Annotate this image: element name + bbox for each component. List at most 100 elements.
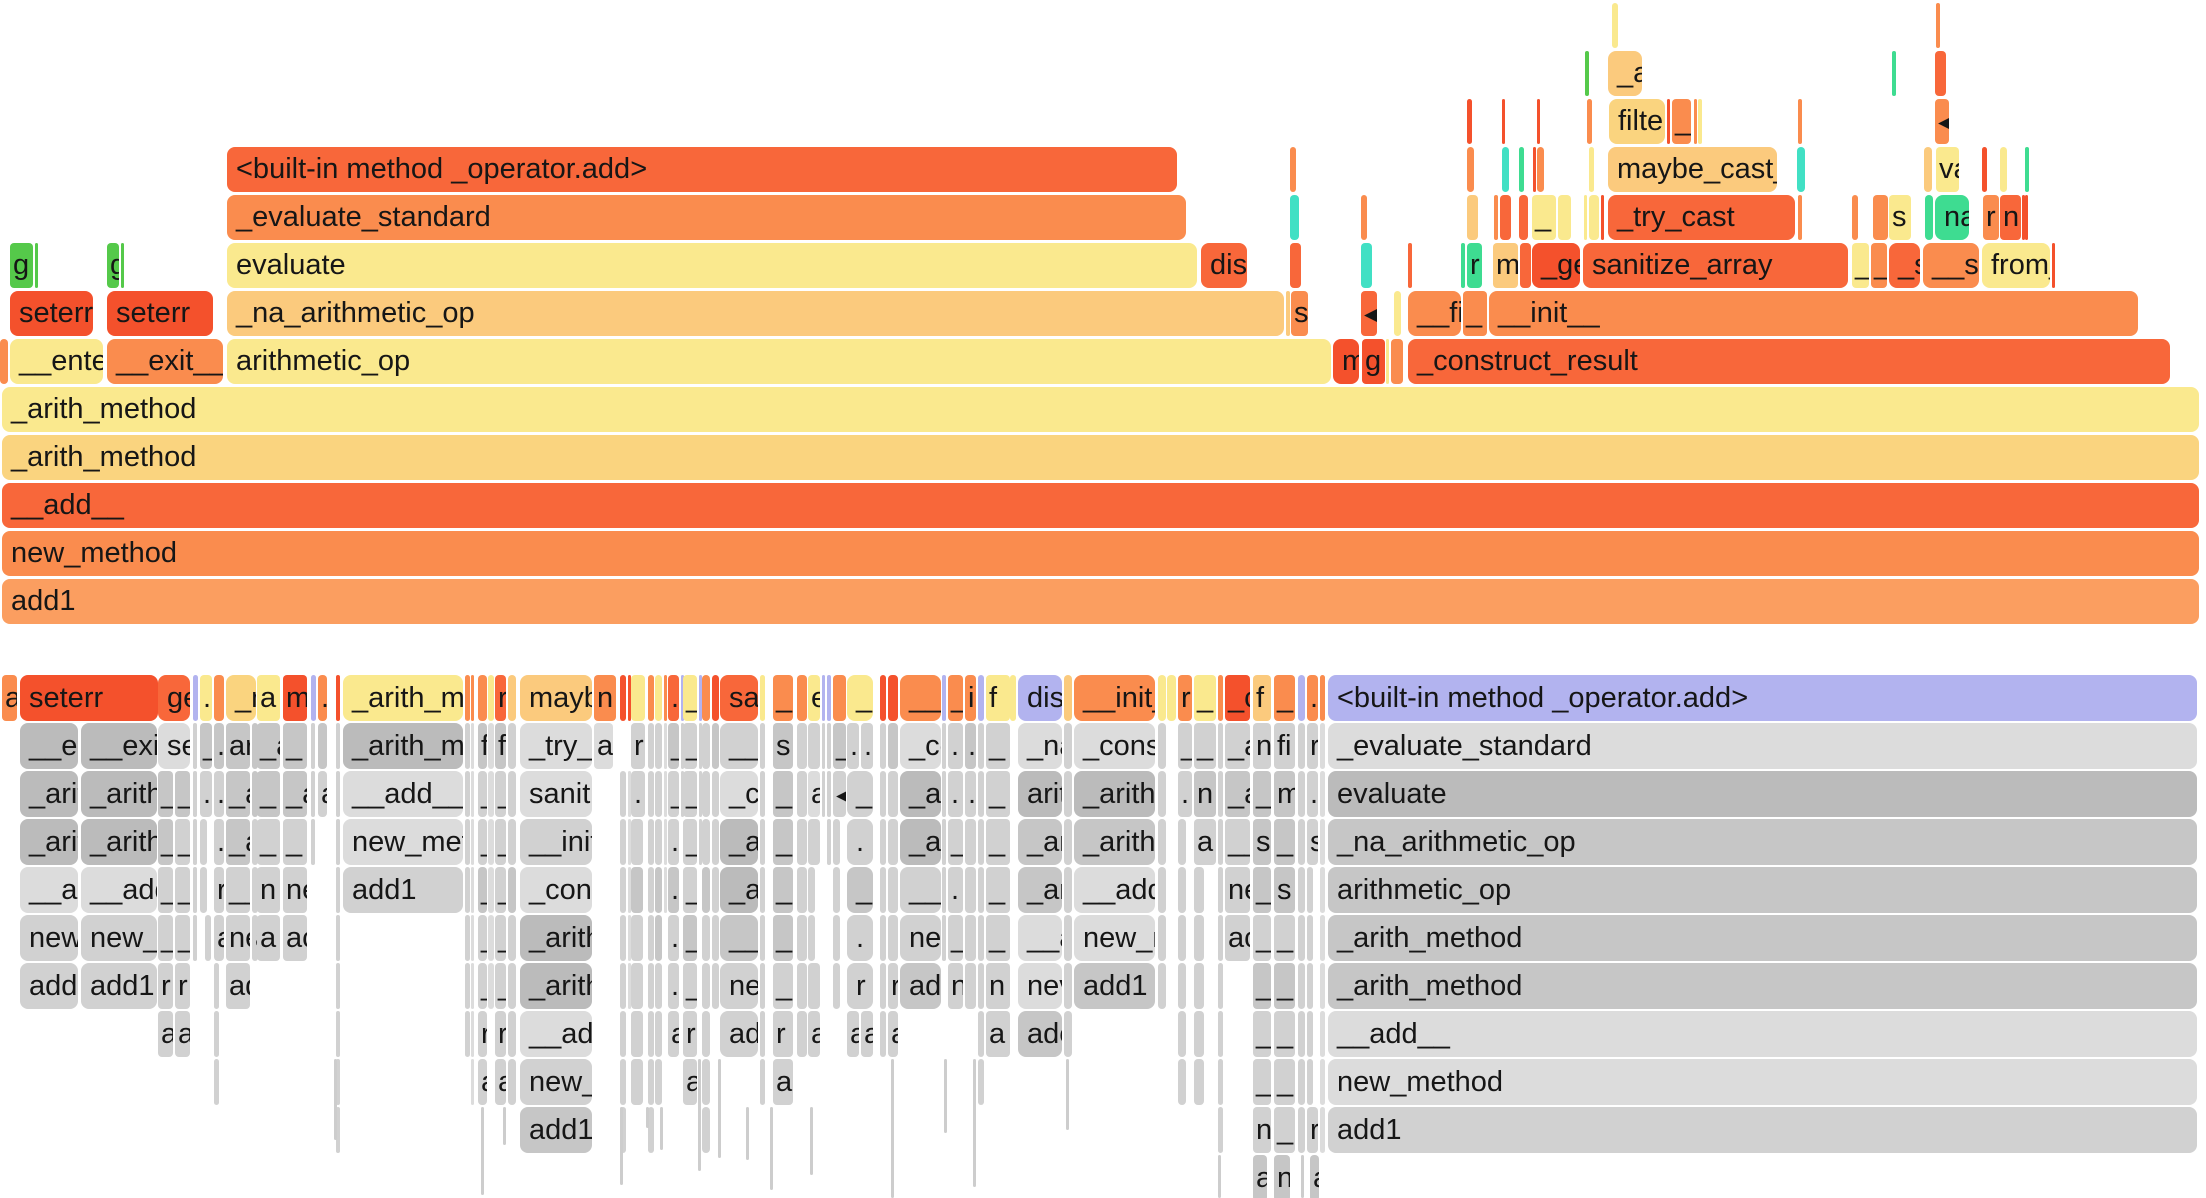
sandwich-cell-frame[interactable] <box>712 819 719 865</box>
flame-frame[interactable]: _ <box>1852 243 1869 288</box>
sandwich-cell-frame[interactable]: s <box>1274 867 1295 913</box>
sandwich-cell-frame[interactable] <box>655 915 662 961</box>
sandwich-cell-frame[interactable] <box>699 723 702 769</box>
sandwich-cell-frame[interactable]: a <box>594 723 613 769</box>
flame-frame[interactable] <box>1982 147 1987 192</box>
sandwich-cell-frame[interactable] <box>471 915 474 961</box>
sandwich-cell-frame[interactable]: r <box>478 1011 487 1057</box>
flame-frame[interactable]: na <box>1935 195 1969 240</box>
flame-frame[interactable] <box>1467 99 1472 144</box>
sandwich-cell-frame[interactable]: _ <box>668 771 679 817</box>
sandwich-cell-frame[interactable] <box>620 915 626 961</box>
sandwich-header-frame[interactable]: . <box>200 675 212 721</box>
flame-frame[interactable]: _ge <box>1532 243 1580 288</box>
flame-frame[interactable]: _try_cast <box>1608 195 1795 240</box>
flame-frame[interactable] <box>1589 147 1594 192</box>
sandwich-cell-frame[interactable] <box>1218 915 1223 961</box>
sandwich-cell-frame[interactable] <box>465 963 470 1009</box>
sandwich-cell-frame[interactable] <box>880 1011 886 1057</box>
sandwich-cell-frame[interactable] <box>965 819 976 865</box>
sandwich-header-frame[interactable]: _ <box>683 675 697 721</box>
flame-frame[interactable] <box>1558 195 1571 240</box>
sandwich-header-frame[interactable] <box>311 675 316 721</box>
flame-frame[interactable]: r <box>1983 195 1999 240</box>
sandwich-cell-frame[interactable] <box>1218 1107 1223 1153</box>
flame-frame[interactable] <box>1394 291 1401 336</box>
flame-frame[interactable]: seterr <box>107 291 213 336</box>
sandwich-cell-frame[interactable] <box>681 771 684 817</box>
sandwich-cell-frame[interactable]: a <box>773 1059 793 1105</box>
flame-frame[interactable] <box>1502 99 1505 144</box>
sandwich-cell-frame[interactable]: add1 <box>1074 963 1155 1009</box>
sandwich-cell-frame[interactable]: _const <box>1074 723 1155 769</box>
sandwich-cell-frame[interactable]: a <box>158 1011 173 1057</box>
sandwich-cell-frame[interactable]: add1 <box>520 1107 592 1153</box>
flame-frame[interactable] <box>1519 195 1528 240</box>
sandwich-cell-frame[interactable] <box>1158 963 1166 1009</box>
sandwich-cell-frame[interactable]: __add__ <box>1328 1011 2197 1057</box>
sandwich-cell-frame[interactable] <box>712 771 719 817</box>
sandwich-header-frame[interactable] <box>478 675 487 721</box>
sandwich-cell-frame[interactable] <box>681 723 684 769</box>
sandwich-cell-frame[interactable]: _ <box>683 915 697 961</box>
flame-frame[interactable]: _ <box>1532 195 1556 240</box>
flame-frame[interactable] <box>1873 195 1888 240</box>
sandwich-cell-frame[interactable]: _ <box>773 915 793 961</box>
sandwich-cell-frame[interactable] <box>1320 771 1325 817</box>
flame-frame[interactable] <box>1798 195 1802 240</box>
sandwich-header-frame[interactable]: . <box>318 675 327 721</box>
sandwich-cell-frame[interactable]: a <box>847 1011 859 1057</box>
sandwich-cell-frame[interactable] <box>336 723 340 769</box>
sandwich-cell-frame[interactable] <box>465 771 470 817</box>
sandwich-cell-frame[interactable] <box>655 771 662 817</box>
sandwich-cell-frame[interactable]: _ar <box>900 771 941 817</box>
flame-frame[interactable]: _a <box>1608 51 1642 96</box>
sandwich-cell-frame[interactable]: . <box>965 723 976 769</box>
sandwich-cell-frame[interactable] <box>797 723 807 769</box>
sandwich-cell-frame[interactable] <box>712 915 719 961</box>
sandwich-header-frame[interactable]: a <box>257 675 280 721</box>
sandwich-cell-frame[interactable] <box>702 1059 710 1105</box>
sandwich-cell-frame[interactable] <box>336 1107 340 1153</box>
sandwich-cell-frame[interactable]: _ <box>1274 819 1295 865</box>
sandwich-cell-frame[interactable] <box>252 723 258 769</box>
flame-frame[interactable] <box>1537 99 1540 144</box>
flame-frame[interactable]: g <box>107 243 119 288</box>
sandwich-cell-frame[interactable] <box>942 915 946 961</box>
sandwich-cell-frame[interactable]: _ <box>495 963 506 1009</box>
sandwich-cell-frame[interactable]: ad <box>226 963 250 1009</box>
sandwich-cell-frame[interactable] <box>1298 867 1305 913</box>
sandwich-cell-frame[interactable] <box>664 819 667 865</box>
sandwich-cell-frame[interactable]: a <box>986 1011 1010 1057</box>
sandwich-cell-frame[interactable] <box>880 819 886 865</box>
sandwich-cell-frame[interactable]: f <box>495 723 506 769</box>
sandwich-cell-frame[interactable] <box>631 1011 643 1057</box>
flame-frame[interactable] <box>1467 147 1474 192</box>
flame-frame[interactable]: arithmetic_op <box>227 339 1331 384</box>
sandwich-cell-frame[interactable] <box>808 915 815 961</box>
flame-frame[interactable]: _ <box>1871 243 1887 288</box>
sandwich-cell-frame[interactable] <box>797 771 807 817</box>
sandwich-cell-frame[interactable]: __add_ <box>1074 867 1155 913</box>
sandwich-cell-frame[interactable] <box>648 723 654 769</box>
flame-frame[interactable] <box>1585 51 1589 96</box>
sandwich-cell-frame[interactable] <box>252 771 258 817</box>
sandwich-header-frame[interactable] <box>1218 675 1223 721</box>
sandwich-cell-frame[interactable]: _a <box>226 771 250 817</box>
flame-frame[interactable] <box>1584 195 1587 240</box>
sandwich-cell-frame[interactable]: _ <box>175 771 190 817</box>
sandwich-header-frame[interactable]: _arith_me <box>343 675 463 721</box>
sandwich-cell-frame[interactable] <box>508 723 516 769</box>
sandwich-cell-frame[interactable] <box>655 963 662 1009</box>
sandwich-cell-frame[interactable] <box>833 867 840 913</box>
sandwich-header-frame[interactable] <box>1158 675 1166 721</box>
sandwich-cell-frame[interactable]: _ <box>1253 963 1271 1009</box>
sandwich-cell-frame[interactable]: arithmetic_op <box>1328 867 2197 913</box>
sandwich-cell-frame[interactable] <box>488 867 494 913</box>
sandwich-header-frame[interactable] <box>1167 675 1176 721</box>
sandwich-cell-frame[interactable]: _ <box>1253 1011 1271 1057</box>
sandwich-header-frame[interactable] <box>712 675 719 721</box>
sandwich-cell-frame[interactable] <box>808 963 820 1009</box>
sandwich-cell-frame[interactable]: _ <box>986 723 1010 769</box>
sandwich-cell-frame[interactable] <box>200 819 207 865</box>
